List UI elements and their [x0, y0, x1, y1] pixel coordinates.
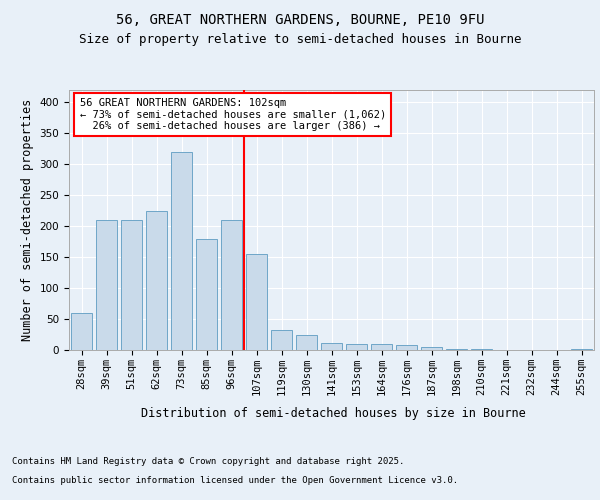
Text: 56 GREAT NORTHERN GARDENS: 102sqm
← 73% of semi-detached houses are smaller (1,0: 56 GREAT NORTHERN GARDENS: 102sqm ← 73% … — [79, 98, 386, 131]
Bar — [346, 344, 367, 350]
Bar — [121, 220, 142, 350]
Bar — [396, 345, 417, 350]
Bar — [421, 347, 442, 350]
Text: Distribution of semi-detached houses by size in Bourne: Distribution of semi-detached houses by … — [140, 408, 526, 420]
Bar — [246, 254, 267, 350]
Bar — [221, 220, 242, 350]
Bar — [146, 210, 167, 350]
Text: Contains public sector information licensed under the Open Government Licence v3: Contains public sector information licen… — [12, 476, 458, 485]
Bar — [371, 344, 392, 350]
Text: 56, GREAT NORTHERN GARDENS, BOURNE, PE10 9FU: 56, GREAT NORTHERN GARDENS, BOURNE, PE10… — [116, 12, 484, 26]
Bar — [321, 342, 342, 350]
Text: Size of property relative to semi-detached houses in Bourne: Size of property relative to semi-detach… — [79, 32, 521, 46]
Bar — [96, 220, 117, 350]
Bar — [71, 313, 92, 350]
Text: Contains HM Land Registry data © Crown copyright and database right 2025.: Contains HM Land Registry data © Crown c… — [12, 458, 404, 466]
Bar — [171, 152, 192, 350]
Y-axis label: Number of semi-detached properties: Number of semi-detached properties — [21, 99, 34, 341]
Bar — [271, 330, 292, 350]
Bar — [296, 334, 317, 350]
Bar — [196, 238, 217, 350]
